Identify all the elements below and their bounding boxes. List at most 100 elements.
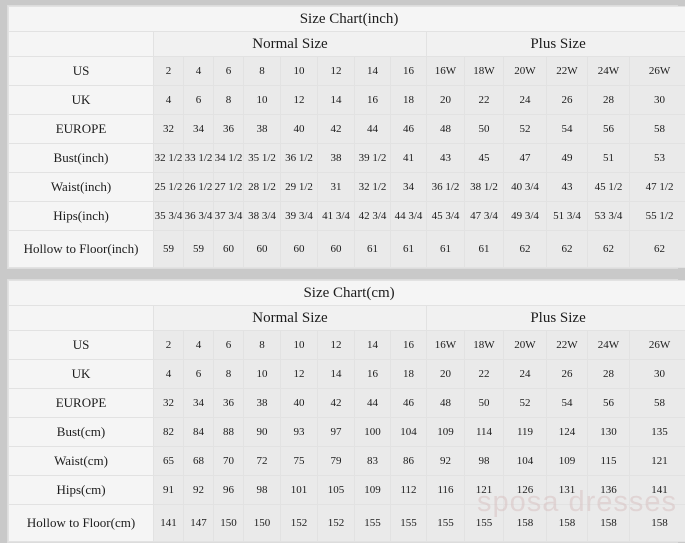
- table-cell: 62: [504, 231, 547, 268]
- table-cell: 48: [427, 115, 465, 144]
- table-cell: 18: [391, 86, 427, 115]
- table-cell: 10: [244, 86, 281, 115]
- table-cell: 40 3/4: [504, 173, 547, 202]
- table-cell: 2: [154, 57, 184, 86]
- table-cell: 48: [427, 389, 465, 418]
- row-label: US: [9, 57, 154, 86]
- table-cell: 60: [318, 231, 355, 268]
- table-cell: 50: [465, 115, 504, 144]
- table-cell: 79: [318, 447, 355, 476]
- table-cell: 150: [244, 505, 281, 542]
- table-cell: 16: [355, 86, 391, 115]
- table-cell: 14: [355, 57, 391, 86]
- group-header-plus-size: Plus Size: [427, 32, 685, 57]
- row-label: Bust(inch): [9, 144, 154, 173]
- table-cell: 105: [318, 476, 355, 505]
- table-cell: 28 1/2: [244, 173, 281, 202]
- table-cell: 45 3/4: [427, 202, 465, 231]
- table-cell: 141: [154, 505, 184, 542]
- table-cell: 49: [547, 144, 588, 173]
- table-cell: 28: [588, 86, 630, 115]
- table-cell: 16W: [427, 57, 465, 86]
- table-cell: 12: [318, 331, 355, 360]
- table-cell: 65: [154, 447, 184, 476]
- table-cell: 75: [281, 447, 318, 476]
- title-row: Size Chart(cm): [9, 281, 685, 306]
- table-cell: 116: [427, 476, 465, 505]
- table-cell: 52: [504, 115, 547, 144]
- table-cell: 36: [214, 115, 244, 144]
- table-cell: 24: [504, 86, 547, 115]
- table-cell: 35 3/4: [154, 202, 184, 231]
- table-cell: 82: [154, 418, 184, 447]
- table-cell: 31: [318, 173, 355, 202]
- table-cell: 59: [154, 231, 184, 268]
- table-cell: 93: [281, 418, 318, 447]
- table-cell: 59: [184, 231, 214, 268]
- table-cell: 34 1/2: [214, 144, 244, 173]
- table-cell: 62: [630, 231, 685, 268]
- table-cell: 86: [391, 447, 427, 476]
- table-cell: 121: [630, 447, 685, 476]
- table-cell: 34: [184, 115, 214, 144]
- table-cell: 61: [355, 231, 391, 268]
- table-cell: 36 1/2: [281, 144, 318, 173]
- table-cell: 84: [184, 418, 214, 447]
- table-cell: 42 3/4: [355, 202, 391, 231]
- table-cell: 25 1/2: [154, 173, 184, 202]
- table-cell: 45: [465, 144, 504, 173]
- table-cell: 22: [465, 86, 504, 115]
- table-cell: 10: [244, 360, 281, 389]
- table-cell: 8: [244, 331, 281, 360]
- table-cell: 141: [630, 476, 685, 505]
- table-cell: 50: [465, 389, 504, 418]
- table-cell: 4: [184, 331, 214, 360]
- table-cell: 20W: [504, 57, 547, 86]
- table-cell: 97: [318, 418, 355, 447]
- table-cell: 32: [154, 115, 184, 144]
- table-cell: 42: [318, 115, 355, 144]
- table-cell: 16: [391, 331, 427, 360]
- group-header-plus-size: Plus Size: [427, 306, 685, 331]
- table-cell: 114: [465, 418, 504, 447]
- table-cell: 16W: [427, 331, 465, 360]
- table-cell: 158: [547, 505, 588, 542]
- table-cell: 6: [184, 360, 214, 389]
- row-label: EUROPE: [9, 115, 154, 144]
- table-cell: 55 1/2: [630, 202, 685, 231]
- table-cell: 155: [355, 505, 391, 542]
- row-label: Waist(inch): [9, 173, 154, 202]
- table-cell: 6: [184, 86, 214, 115]
- table-cell: 26W: [630, 57, 685, 86]
- table-cell: 38 3/4: [244, 202, 281, 231]
- row-label: EUROPE: [9, 389, 154, 418]
- table-cell: 6: [214, 57, 244, 86]
- table-cell: 39 3/4: [281, 202, 318, 231]
- table-cell: 101: [281, 476, 318, 505]
- table-cell: 72: [244, 447, 281, 476]
- table-cell: 14: [355, 331, 391, 360]
- table-cell: 32 1/2: [355, 173, 391, 202]
- table-cell: 46: [391, 115, 427, 144]
- table-cell: 30: [630, 360, 685, 389]
- group-header-spacer: [9, 32, 154, 57]
- table-cell: 61: [427, 231, 465, 268]
- table-cell: 22W: [547, 331, 588, 360]
- group-header-normal-size: Normal Size: [154, 306, 427, 331]
- table-cell: 44 3/4: [391, 202, 427, 231]
- table-cell: 92: [427, 447, 465, 476]
- table-cell: 16: [355, 360, 391, 389]
- table-cell: 38 1/2: [465, 173, 504, 202]
- table-cell: 22: [465, 360, 504, 389]
- table-cell: 34: [391, 173, 427, 202]
- table-cell: 34: [184, 389, 214, 418]
- row-label: US: [9, 331, 154, 360]
